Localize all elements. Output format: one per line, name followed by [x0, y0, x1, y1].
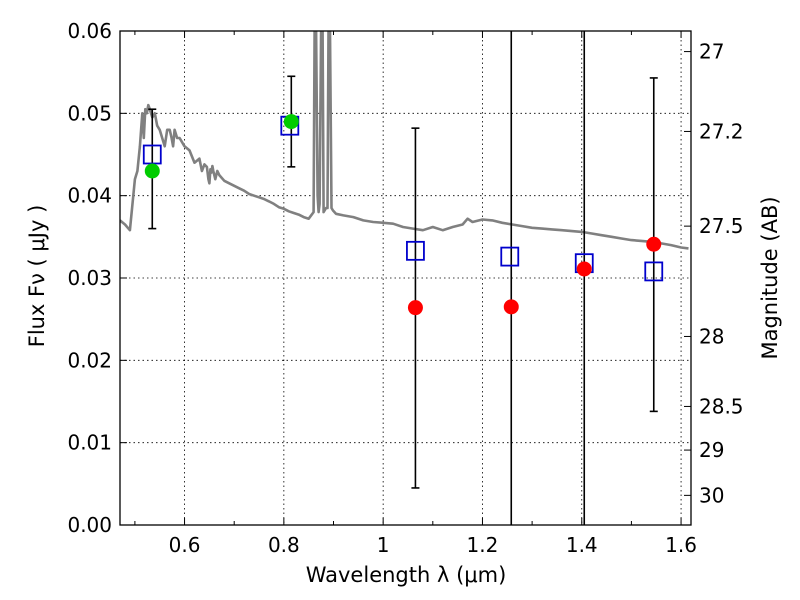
y-tick-label: 0.01 [67, 431, 112, 455]
y-axis-label: Flux Fν ( μJy ) [25, 205, 49, 348]
y-tick-label: 0.03 [67, 266, 112, 290]
y2-tick-label: 28.5 [699, 394, 744, 418]
observed-flux-point [407, 300, 423, 316]
observed-flux-point [576, 261, 592, 277]
model-sed-line [120, 31, 689, 250]
y-tick-label: 0.06 [67, 19, 112, 43]
y2-tick-label: 27.5 [699, 214, 744, 238]
model-sed-layer [120, 31, 689, 250]
y2-tick-label: 28 [699, 324, 724, 348]
observed-flux-point [503, 299, 519, 315]
x-tick-label: 1 [377, 533, 390, 557]
x-axis-label: Wavelength λ (μm) [306, 563, 507, 587]
observed-flux-layer [144, 114, 662, 316]
y2-tick-label: 27.2 [699, 119, 744, 143]
y-tick-label: 0.02 [67, 348, 112, 372]
x-tick-label: 1.6 [665, 533, 697, 557]
y2-tick-label: 30 [699, 483, 724, 507]
x-tick-label: 1.4 [566, 533, 598, 557]
observed-flux-point [646, 236, 662, 252]
model-band-flux-square [406, 240, 425, 261]
ticks: 0.6 0.8 1 1.2 1.4 1.6 0.00 0.01 0.02 0.03 0.04 0.05… [67, 19, 743, 557]
y-tick-label: 0.05 [67, 101, 112, 125]
grid [120, 31, 691, 525]
model-band-flux-square [644, 261, 664, 282]
y-tick-label: 0.00 [67, 513, 112, 537]
x-tick-label: 0.6 [169, 533, 201, 557]
observed-flux-point [283, 114, 299, 130]
y2-tick-label: 27 [699, 40, 724, 64]
x-tick-label: 1.2 [467, 533, 499, 557]
y2-tick-label: 29 [699, 438, 724, 462]
y-tick-label: 0.04 [67, 184, 112, 208]
observed-flux-point [144, 163, 160, 179]
right-y-axis-label: Magnitude (AB) [758, 196, 782, 359]
model-band-flux-square [500, 246, 520, 267]
x-tick-label: 0.8 [268, 533, 300, 557]
